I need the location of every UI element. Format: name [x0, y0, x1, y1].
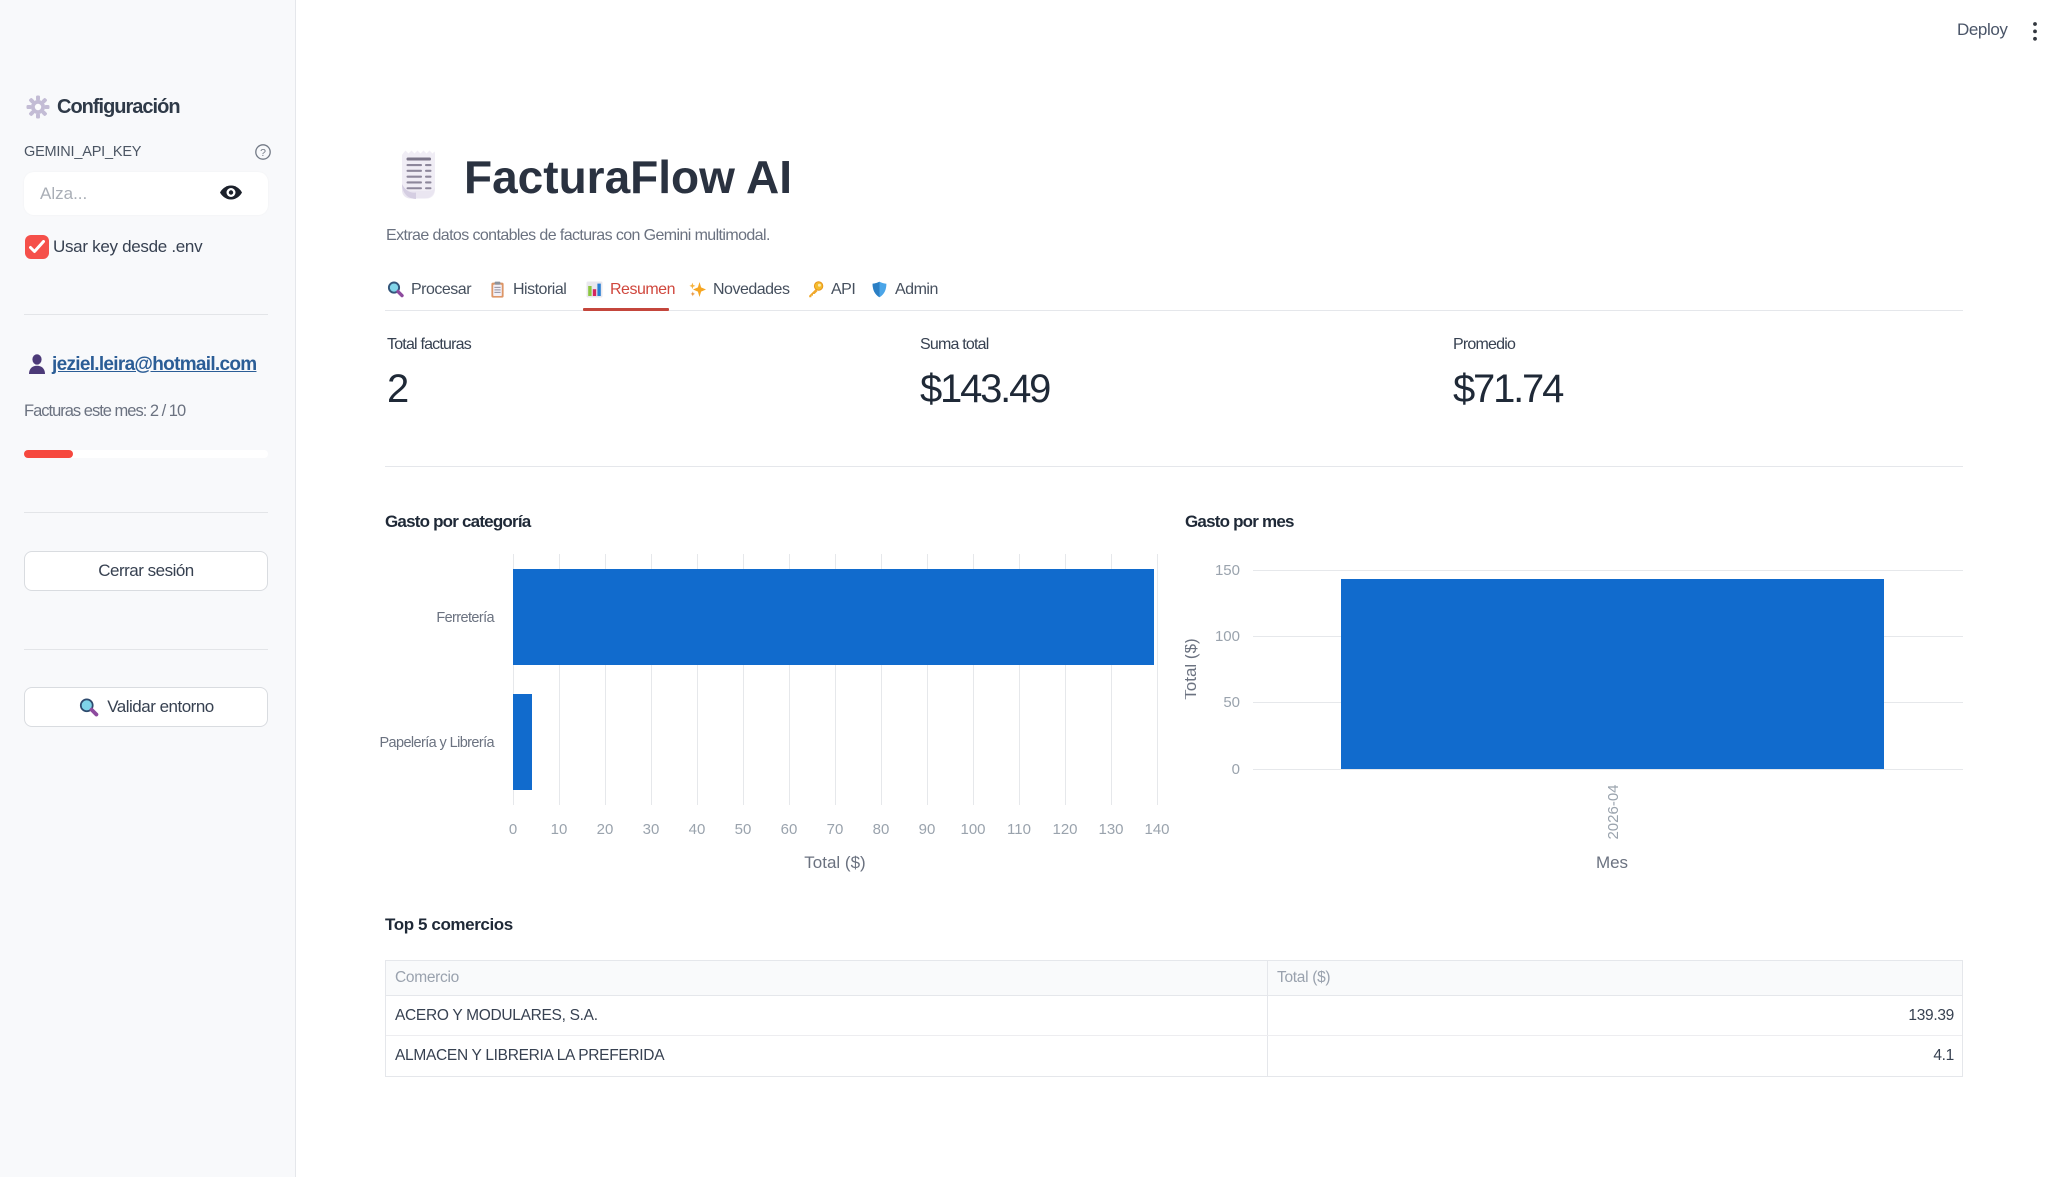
svg-text:80: 80 — [873, 821, 890, 838]
svg-text:140: 140 — [1144, 821, 1169, 838]
svg-text:Total ($): Total ($) — [804, 853, 865, 872]
svg-text:70: 70 — [827, 821, 844, 838]
svg-text:Papelería y Librería: Papelería y Librería — [379, 735, 495, 751]
svg-text:?: ? — [260, 147, 266, 159]
svg-text:100: 100 — [960, 821, 985, 838]
svg-text:100: 100 — [1215, 628, 1240, 645]
svg-text:Ferretería: Ferretería — [436, 610, 495, 626]
svg-text:150: 150 — [1215, 562, 1240, 579]
svg-text:40: 40 — [689, 821, 706, 838]
svg-text:120: 120 — [1052, 821, 1077, 838]
svg-text:Mes: Mes — [1596, 853, 1628, 872]
svg-text:Total ($): Total ($) — [1185, 638, 1200, 699]
svg-text:130: 130 — [1098, 821, 1123, 838]
svg-text:20: 20 — [597, 821, 614, 838]
svg-text:0: 0 — [1232, 761, 1240, 778]
svg-text:110: 110 — [1007, 821, 1031, 838]
svg-text:0: 0 — [509, 821, 517, 838]
svg-text:50: 50 — [1223, 694, 1240, 711]
svg-text:2026-04: 2026-04 — [1605, 784, 1622, 839]
svg-text:10: 10 — [551, 821, 568, 838]
svg-text:50: 50 — [735, 821, 752, 838]
svg-text:60: 60 — [781, 821, 798, 838]
svg-text:90: 90 — [919, 821, 936, 838]
svg-text:30: 30 — [643, 821, 660, 838]
